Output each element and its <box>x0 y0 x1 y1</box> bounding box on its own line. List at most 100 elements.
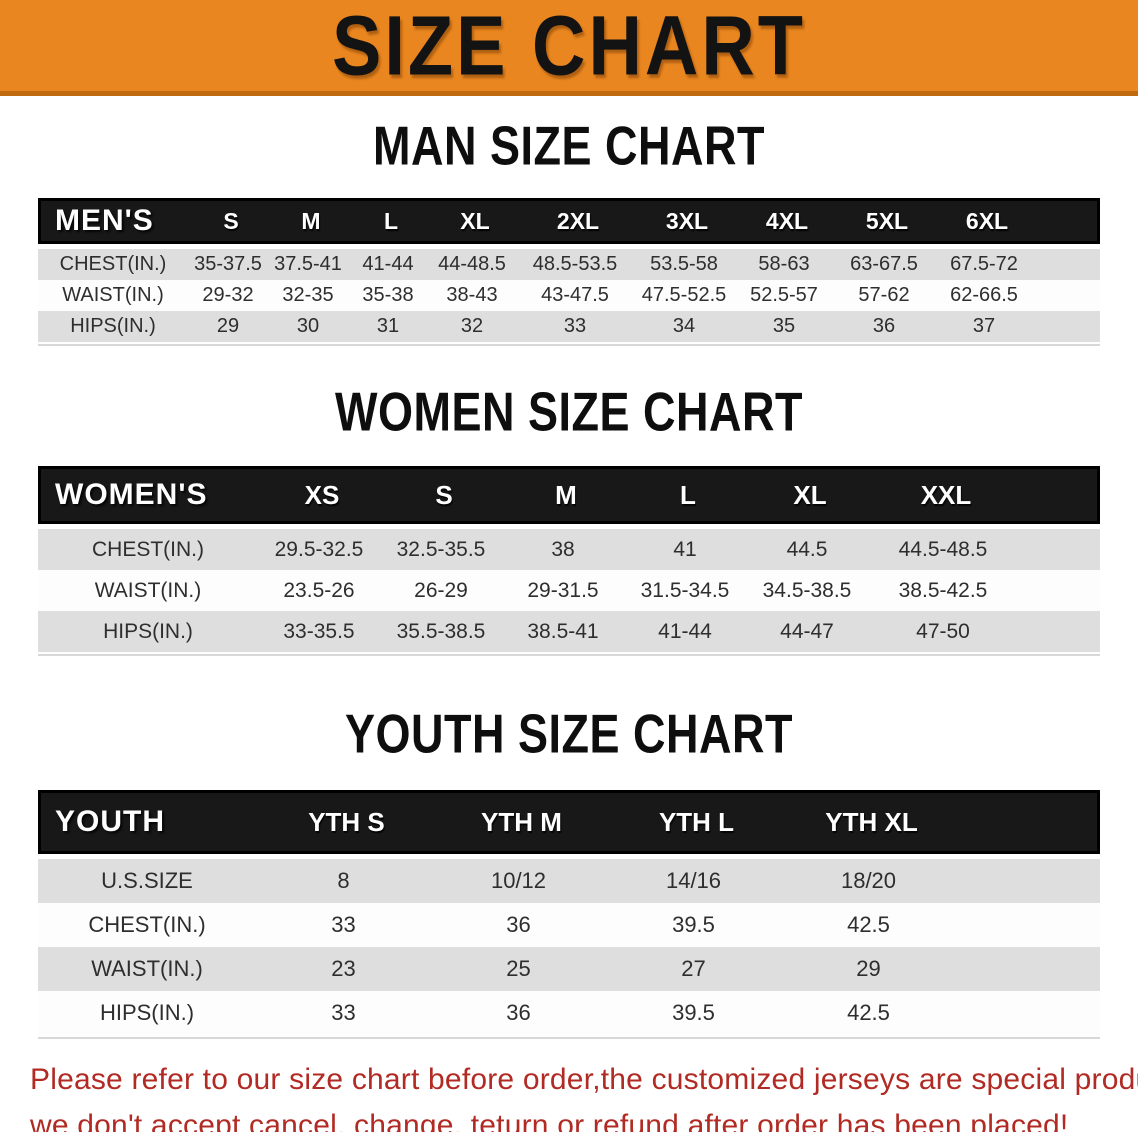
size-column-header: XL <box>460 207 490 234</box>
women-section: WOMEN SIZE CHART WOMEN'S XS S M L XL XXL CHEST(… <box>0 380 1138 656</box>
disclaimer-line-2: we don't accept cancel, change, teturn o… <box>30 1109 1069 1132</box>
men-section-heading-text: MAN SIZE CHART <box>373 114 765 177</box>
cell-value: 29-32 <box>202 284 254 306</box>
cell-value: 37.5-41 <box>274 253 342 275</box>
cell-value: 42.5 <box>847 912 890 937</box>
women-size-table: WOMEN'S XS S M L XL XXL CHEST(IN.) 29.5-32.5 32.5… <box>38 466 1100 652</box>
youth-table-underline <box>38 1037 1100 1039</box>
cell-value: 62-66.5 <box>950 284 1018 306</box>
women-section-heading: WOMEN SIZE CHART <box>0 380 1138 446</box>
size-column-header: YTH S <box>308 806 385 837</box>
women-table-underline <box>38 654 1100 656</box>
table-row: CHEST(IN.) 33 36 39.5 42.5 <box>38 903 1100 947</box>
cell-value: 38.5-41 <box>527 619 599 643</box>
women-section-heading-text: WOMEN SIZE CHART <box>335 380 803 443</box>
cell-value: 30 <box>296 315 320 337</box>
size-column-header: 5XL <box>865 207 909 234</box>
youth-section-heading-text: YOUTH SIZE CHART <box>344 702 793 765</box>
row-label: HIPS(IN.) <box>103 619 193 643</box>
cell-value: 33-35.5 <box>283 619 355 643</box>
cell-value: 41-44 <box>362 253 414 275</box>
cell-value: 26-29 <box>414 578 468 602</box>
table-row: WAIST(IN.) 23.5-26 26-29 29-31.5 31.5-34.5 34… <box>38 570 1100 611</box>
table-row: HIPS(IN.) 33 36 39.5 42.5 <box>38 991 1100 1035</box>
youth-section: YOUTH SIZE CHART YOUTH YTH S YTH M YTH L YTH… <box>0 702 1138 1039</box>
table-row: U.S.SIZE 8 10/12 14/16 18/20 <box>38 859 1100 903</box>
cell-value: 36 <box>506 912 531 937</box>
row-label: CHEST(IN.) <box>88 912 206 937</box>
size-column-header: S <box>435 479 453 510</box>
size-column-header: XS <box>304 479 340 510</box>
cell-value: 8 <box>337 868 350 893</box>
cell-value: 35-37.5 <box>194 253 262 275</box>
size-column-header: 6XL <box>965 207 1009 234</box>
row-label: U.S.SIZE <box>101 868 193 893</box>
cell-value: 32-35 <box>282 284 334 306</box>
cell-value: 47.5-52.5 <box>641 284 727 306</box>
men-table-underline <box>38 344 1100 346</box>
table-row: WAIST(IN.) 29-32 32-35 35-38 38-43 43-47.5 47.… <box>38 280 1100 311</box>
cell-value: 53.5-58 <box>650 253 718 275</box>
size-column-header: YTH L <box>658 806 735 837</box>
table-row: CHEST(IN.) 35-37.5 37.5-41 41-44 44-48.5 48.5… <box>38 249 1100 280</box>
cell-value: 43-47.5 <box>541 284 609 306</box>
size-column-header: L <box>680 479 696 510</box>
cell-value: 32 <box>460 315 484 337</box>
disclaimer-line-1: Please refer to our size chart before or… <box>30 1063 1138 1096</box>
table-row: CHEST(IN.) 29.5-32.5 32.5-35.5 38 41 44.5 44.5… <box>38 529 1100 570</box>
cell-value: 47-50 <box>916 619 970 643</box>
size-column-header: L <box>383 207 399 234</box>
cell-value: 32.5-35.5 <box>396 537 486 561</box>
cell-value: 29 <box>856 956 881 981</box>
table-row: HIPS(IN.) 29 30 31 32 33 34 35 36 37 <box>38 311 1100 342</box>
cell-value: 14/16 <box>665 868 722 893</box>
size-column-header: S <box>223 207 239 234</box>
cell-value: 39.5 <box>672 1000 715 1025</box>
cell-value: 39.5 <box>672 912 715 937</box>
cell-value: 35 <box>772 315 796 337</box>
cell-value: 29 <box>216 315 240 337</box>
disclaimer: Please refer to our size chart before or… <box>30 1057 1138 1132</box>
table-title-cell: WOMEN'S <box>55 478 208 511</box>
cell-value: 29.5-32.5 <box>274 537 364 561</box>
table-header-row: MEN'S S M L XL 2XL 3XL 4XL 5XL 6XL <box>38 198 1100 244</box>
page-title: SIZE CHART <box>332 0 806 93</box>
cell-value: 27 <box>681 956 706 981</box>
cell-value: 44.5-48.5 <box>898 537 988 561</box>
cell-value: 36 <box>872 315 896 337</box>
banner: SIZE CHART <box>0 0 1138 96</box>
size-column-header: YTH M <box>481 806 562 837</box>
size-column-header: YTH XL <box>825 806 918 837</box>
cell-value: 10/12 <box>490 868 547 893</box>
size-column-header: 3XL <box>665 207 709 234</box>
cell-value: 36 <box>506 1000 531 1025</box>
size-column-header: M <box>555 479 577 510</box>
men-size-table: MEN'S S M L XL 2XL 3XL 4XL 5XL 6XL CHEST(IN.) 35-37… <box>38 198 1100 342</box>
cell-value: 44-47 <box>780 619 834 643</box>
cell-value: 44-48.5 <box>438 253 506 275</box>
cell-value: 33 <box>331 1000 356 1025</box>
row-label: WAIST(IN.) <box>91 956 203 981</box>
cell-value: 48.5-53.5 <box>532 253 618 275</box>
table-title-cell: YOUTH <box>55 805 165 838</box>
row-label: CHEST(IN.) <box>92 537 204 561</box>
cell-value: 41-44 <box>658 619 712 643</box>
table-header-row: YOUTH YTH S YTH M YTH L YTH XL <box>38 790 1100 854</box>
cell-value: 52.5-57 <box>750 284 818 306</box>
row-label: WAIST(IN.) <box>94 578 202 602</box>
size-column-header: M <box>301 207 321 234</box>
size-column-header: XL <box>793 479 827 510</box>
size-column-header: 2XL <box>556 207 600 234</box>
size-column-header: XXL <box>920 479 972 510</box>
cell-value: 58-63 <box>758 253 810 275</box>
cell-value: 35-38 <box>362 284 414 306</box>
cell-value: 63-67.5 <box>850 253 918 275</box>
row-label: CHEST(IN.) <box>59 253 167 275</box>
cell-value: 34.5-38.5 <box>762 578 852 602</box>
cell-value: 31 <box>376 315 400 337</box>
cell-value: 37 <box>972 315 996 337</box>
cell-value: 23 <box>331 956 356 981</box>
row-label: HIPS(IN.) <box>99 1000 195 1025</box>
youth-size-table: YOUTH YTH S YTH M YTH L YTH XL U.S.SIZE 8 10/12… <box>38 790 1100 1035</box>
